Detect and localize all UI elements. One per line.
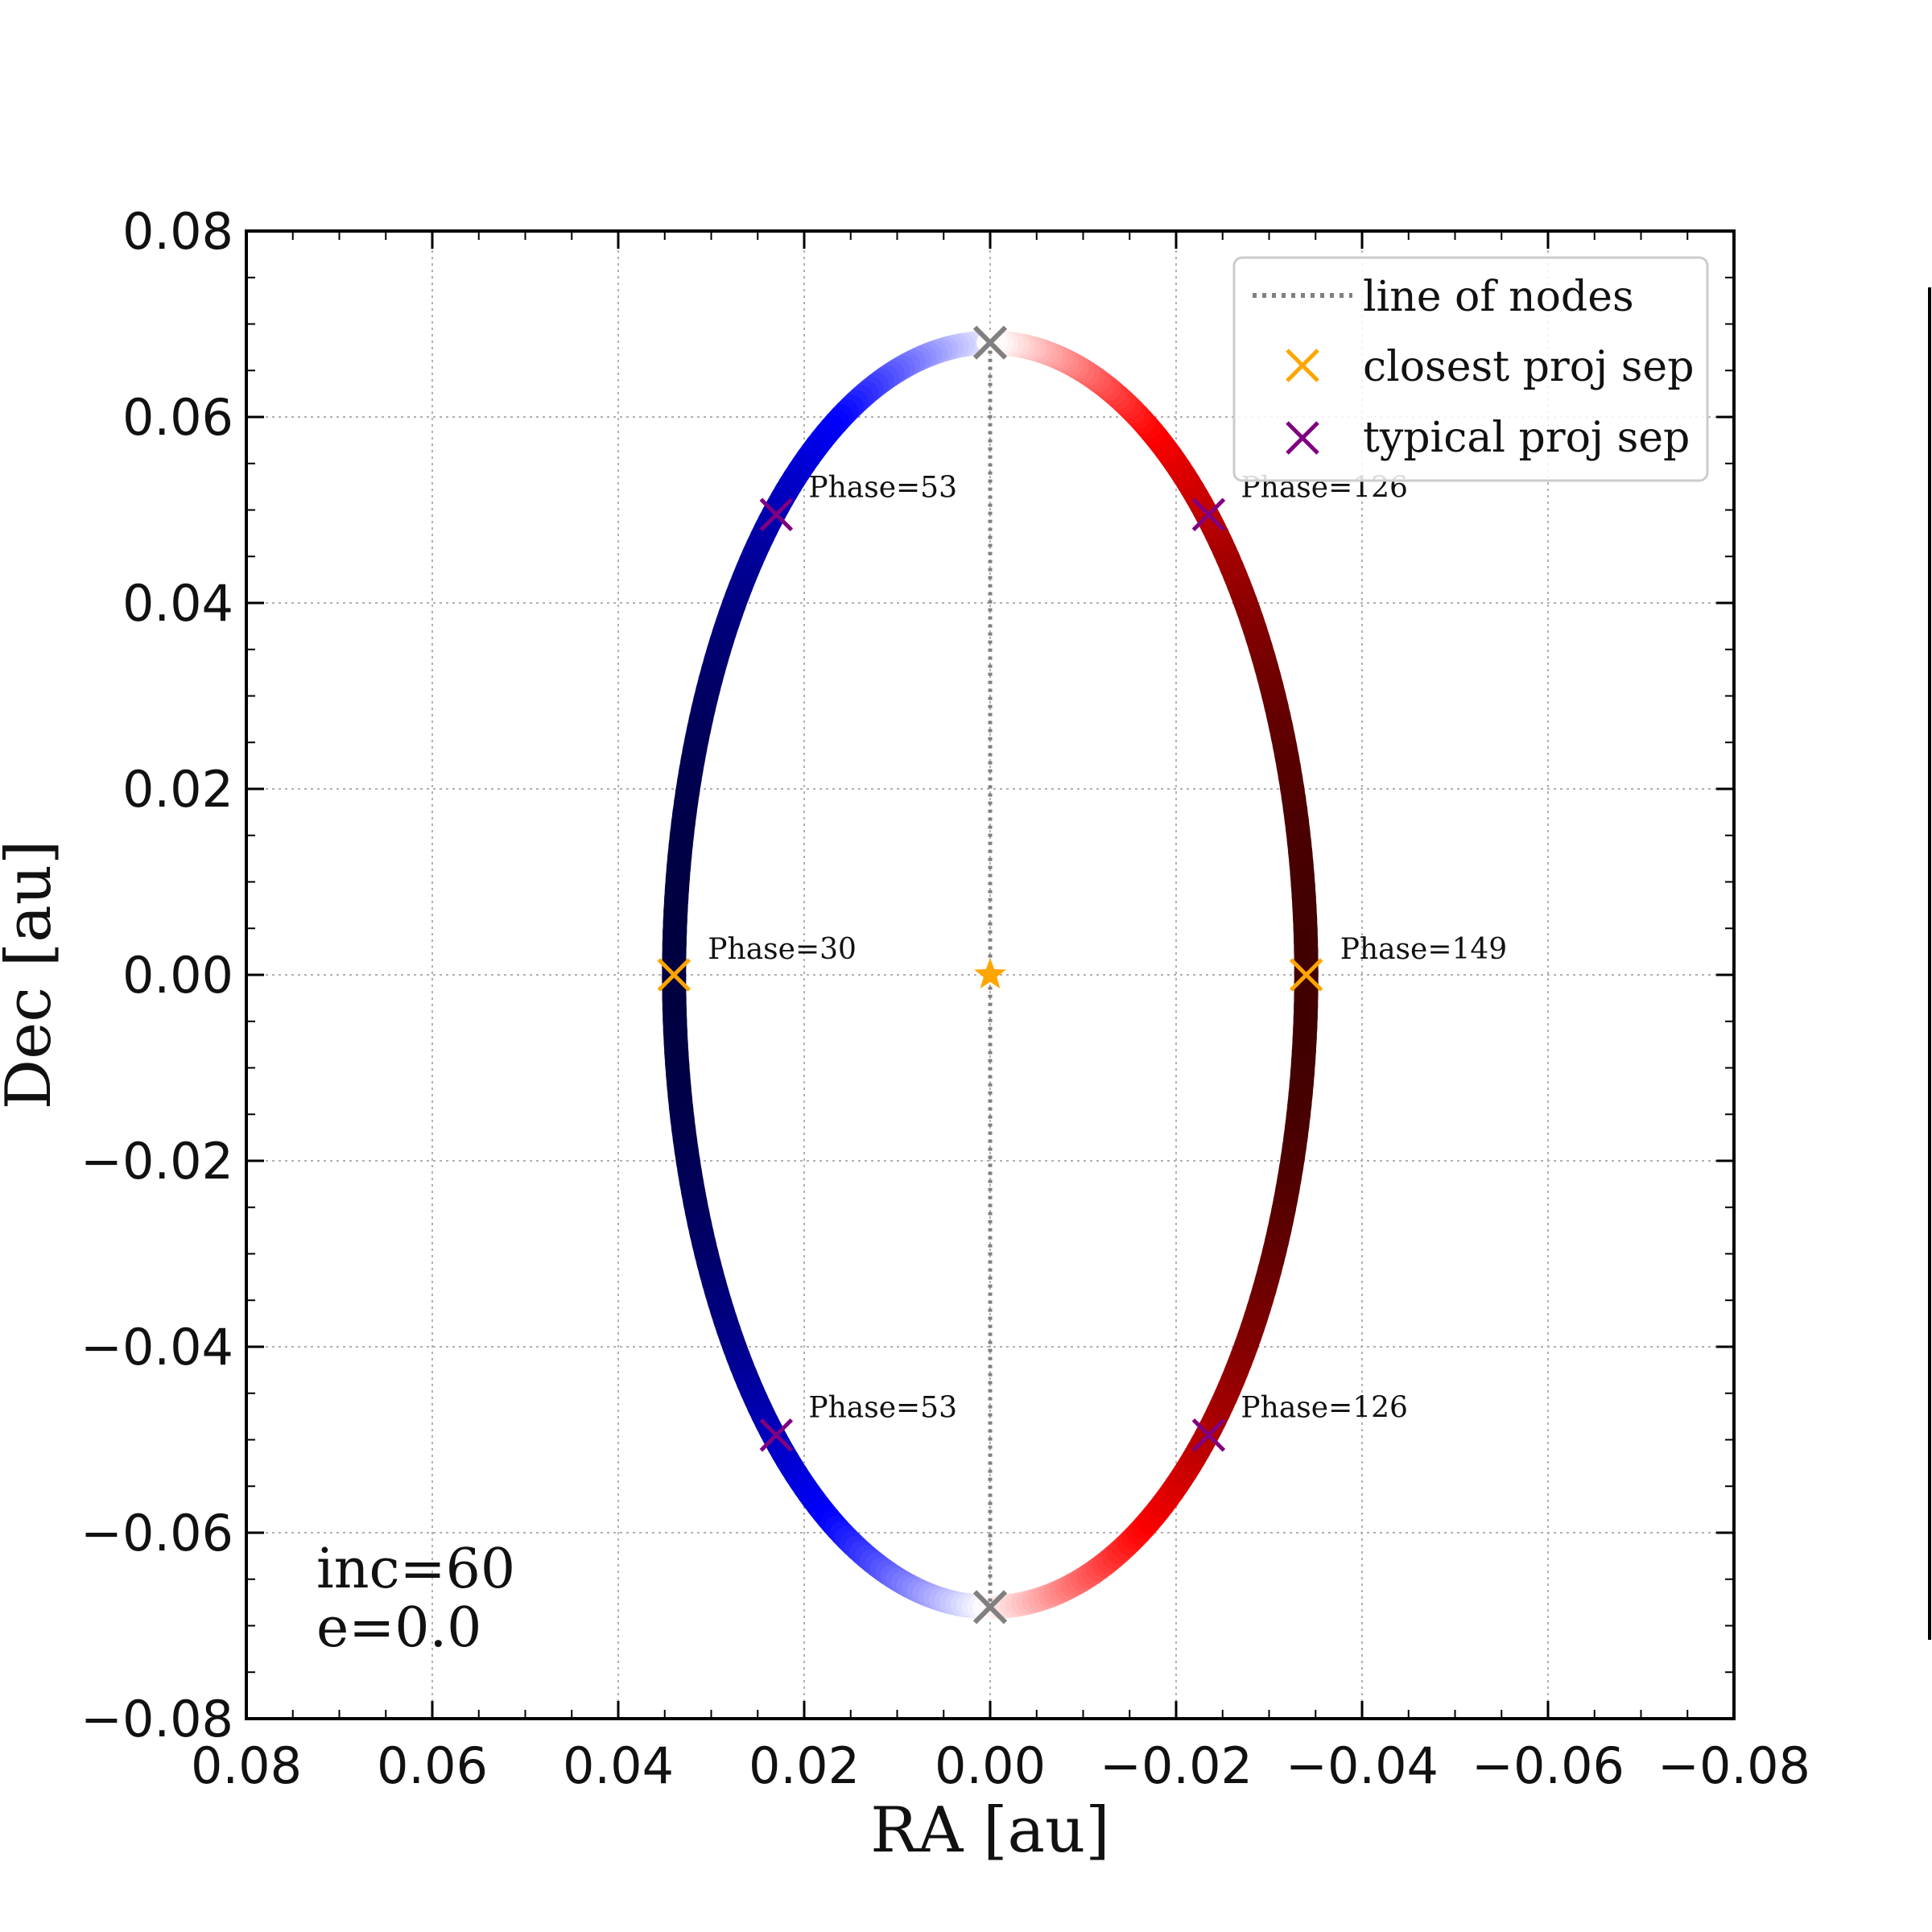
closest-sep-marker-stroke [1289,958,1323,992]
phase-label: Phase=53 [808,471,957,504]
x-tick-label: −0.04 [1286,1736,1439,1795]
typical-sep-marker-stroke [1191,1418,1226,1452]
eccentricity-annotation: e=0.0 [316,1596,481,1660]
legend-closest-marker [1286,349,1319,382]
typical-sep-marker [759,1418,794,1452]
orbit-path [662,330,1319,1620]
legend-closest-label: closest proj sep [1363,343,1694,391]
star-icon [974,958,1006,989]
x-tick-label: 0.02 [749,1736,860,1795]
y-tick-label: −0.02 [80,1132,233,1191]
y-tick-label: −0.06 [80,1504,233,1563]
typical-sep-marker-stroke [759,497,794,532]
phase-label: Phase=149 [1340,933,1508,966]
y-tick-label: 0.04 [122,574,233,633]
typical-sep-marker [1191,1418,1226,1452]
y-tick-label: −0.04 [80,1318,233,1377]
x-tick-label: −0.06 [1472,1736,1624,1795]
x-axis-title: RA [au] [870,1794,1109,1867]
closest-sep-marker-stroke [657,958,691,992]
y-tick-label: 0.06 [122,388,233,447]
typical-sep-marker-stroke [759,1418,794,1452]
phase-label: Phase=53 [808,1392,957,1425]
node-marker [972,1590,1008,1624]
phase-labels: Phase=30 Phase=149 Phase=53 Phase=126 Phase=… [708,471,1507,1424]
legend-typical-label: typical proj sep [1363,414,1690,462]
legend-typical-marker [1286,421,1319,455]
phase-label: Phase=30 [708,933,857,966]
inclination-annotation: inc=60 [316,1538,515,1601]
x-tick-label: −0.08 [1657,1736,1810,1795]
legend: line of nodes closest proj sep typical p… [1232,256,1709,482]
legend-line-of-nodes-label: line of nodes [1363,273,1634,321]
typical-sep-marker-stroke [1191,497,1226,532]
legend-box [1232,256,1709,482]
y-tick-label: −0.08 [80,1690,233,1748]
node-marker [972,325,1008,360]
x-tick-label: 0.04 [563,1736,674,1795]
y-tick-label: 0.08 [122,202,233,261]
marker-layer [657,325,1323,1624]
y-axis-title: Dec [au] [0,840,65,1110]
closest-sep-marker [1289,958,1323,992]
x-tick-label: 0.08 [191,1736,302,1795]
closest-sep-marker [657,958,691,992]
y-tick-label: 0.02 [122,760,233,819]
x-tick-label: −0.02 [1100,1736,1253,1795]
typical-sep-marker [1191,497,1226,532]
node-marker-stroke [972,1590,1008,1624]
typical-sep-marker [759,497,794,532]
x-tick-label: 0.00 [935,1736,1046,1795]
x-tick-label: 0.06 [377,1736,488,1795]
y-tick-label: 0.00 [122,946,233,1005]
axis-ticks [245,229,1736,1720]
node-marker-stroke [972,325,1008,360]
phase-label: Phase=126 [1241,1392,1408,1425]
tick-labels: 0.08 0.06 0.04 0.02 0.00 −0.02 −0.04 −0.06 −0.08… [80,202,1810,1795]
